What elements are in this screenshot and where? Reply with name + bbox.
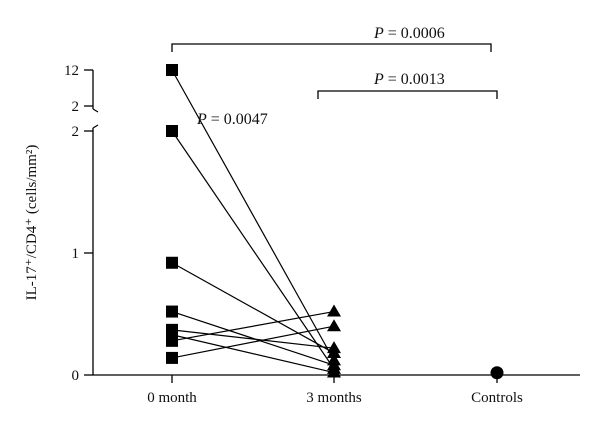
- y-tick-label: 2: [72, 99, 80, 115]
- square-marker: [166, 305, 178, 318]
- markers: [166, 64, 504, 380]
- pair-line: [171, 329, 335, 349]
- y-axis-label: IL-17⁺/CD4⁺ (cells/mm²): [24, 145, 40, 301]
- square-marker: [166, 125, 178, 137]
- x-tick-label: 0 month: [147, 390, 197, 406]
- triangle-marker: [327, 319, 341, 332]
- p-value-0month-3months: P = 0.0047: [196, 111, 268, 128]
- circle-marker: [490, 366, 504, 380]
- triangle-marker: [327, 346, 341, 359]
- p-value-3months-controls: P = 0.0013: [373, 71, 445, 88]
- triangle-marker: [327, 365, 341, 378]
- pair-line: [171, 334, 335, 374]
- pair-line: [171, 310, 335, 342]
- bracket-0month-controls: [171, 43, 492, 52]
- pair-line: [171, 130, 335, 370]
- pair-line: [171, 325, 335, 359]
- bracket-3months-controls: [317, 90, 498, 99]
- axis-break-mark: [92, 108, 99, 113]
- triangle-marker: [327, 304, 341, 317]
- square-marker: [166, 351, 178, 364]
- square-marker: [166, 334, 178, 347]
- p-value-0month-controls: P = 0.0006: [373, 25, 445, 42]
- axis-break-mark: [92, 124, 99, 129]
- y-tick-label: 0: [72, 368, 80, 384]
- pair-line: [171, 69, 335, 361]
- x-tick-label: Controls: [471, 390, 523, 406]
- axes: [84, 43, 580, 383]
- paired-lines: [171, 69, 335, 374]
- pair-line: [171, 310, 335, 366]
- y-tick-label: 2: [72, 124, 80, 140]
- x-tick-label: 3 months: [306, 390, 362, 406]
- square-marker: [166, 256, 178, 269]
- y-tick-label: 1: [72, 246, 80, 262]
- y-tick-label: 12: [64, 63, 79, 79]
- pair-line: [171, 262, 335, 354]
- square-marker: [166, 64, 178, 76]
